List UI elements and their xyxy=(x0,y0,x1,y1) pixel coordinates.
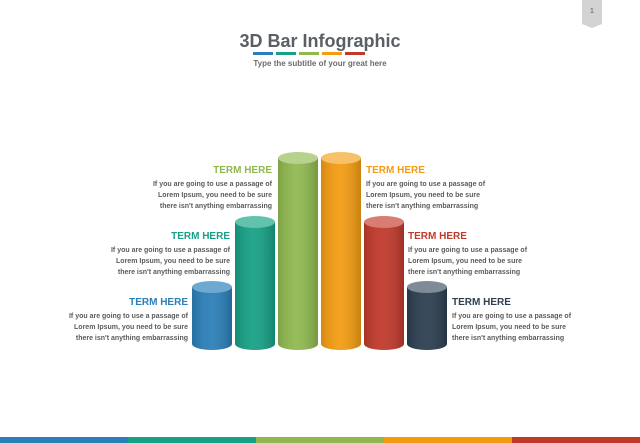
description-line: there isn't anything embarrassing xyxy=(452,335,565,342)
bar-navy xyxy=(407,281,447,350)
underline-segment xyxy=(345,52,365,55)
description-line: If you are going to use a passage of xyxy=(68,313,188,320)
description-line: Lorem Ipsum, you need to be sure xyxy=(366,192,480,199)
term-label-navy: TERM HERE xyxy=(452,297,511,308)
description-line: If you are going to use a passage of xyxy=(408,247,528,254)
term-description-navy: If you are going to use a passage of Lor… xyxy=(452,311,602,344)
title-underline xyxy=(253,52,365,55)
term-label-green: TERM HERE xyxy=(213,165,272,176)
description-line: Lorem Ipsum, you need to be sure xyxy=(408,258,522,265)
description-line: there isn't anything embarrassing xyxy=(366,203,479,210)
term-description-orange: If you are going to use a passage of Lor… xyxy=(366,179,516,212)
term-label-teal: TERM HERE xyxy=(171,231,230,242)
term-label-blue: TERM HERE xyxy=(129,297,188,308)
term-label-orange: TERM HERE xyxy=(366,165,425,176)
term-description-teal: If you are going to use a passage of Lor… xyxy=(82,245,230,278)
description-line: there isn't anything embarrassing xyxy=(159,203,272,210)
bar-green xyxy=(278,152,318,350)
description-line: there isn't anything embarrassing xyxy=(75,335,188,342)
description-line: If you are going to use a passage of xyxy=(110,247,230,254)
description-line: If you are going to use a passage of xyxy=(366,181,486,188)
term-description-green: If you are going to use a passage of Lor… xyxy=(124,179,272,212)
strip-segment xyxy=(0,437,128,443)
term-description-blue: If you are going to use a passage of Lor… xyxy=(40,311,188,344)
underline-segment xyxy=(253,52,273,55)
strip-segment xyxy=(512,437,640,443)
description-line: Lorem Ipsum, you need to be sure xyxy=(116,258,230,265)
bar-teal xyxy=(235,216,275,350)
description-line: If you are going to use a passage of xyxy=(152,181,272,188)
underline-segment xyxy=(322,52,342,55)
underline-segment xyxy=(299,52,319,55)
term-label-red: TERM HERE xyxy=(408,231,467,242)
page-title: 3D Bar Infographic xyxy=(239,31,401,51)
description-line: If you are going to use a passage of xyxy=(452,313,572,320)
bar-orange xyxy=(321,152,361,350)
underline-segment xyxy=(276,52,296,55)
bottom-color-strip xyxy=(0,437,640,443)
strip-segment xyxy=(128,437,256,443)
description-line: Lorem Ipsum, you need to be sure xyxy=(452,324,566,331)
bar-red xyxy=(364,216,404,350)
bar-blue xyxy=(192,281,232,350)
description-line: Lorem Ipsum, you need to be sure xyxy=(158,192,272,199)
strip-segment xyxy=(256,437,384,443)
page-number-badge: 1 xyxy=(582,0,602,28)
term-description-red: If you are going to use a passage of Lor… xyxy=(408,245,558,278)
description-line: there isn't anything embarrassing xyxy=(408,269,521,276)
page-subtitle: Type the subtitle of your great here xyxy=(253,59,387,68)
description-line: there isn't anything embarrassing xyxy=(117,269,230,276)
description-line: Lorem Ipsum, you need to be sure xyxy=(74,324,188,331)
page-number: 1 xyxy=(590,8,594,15)
strip-segment xyxy=(384,437,512,443)
